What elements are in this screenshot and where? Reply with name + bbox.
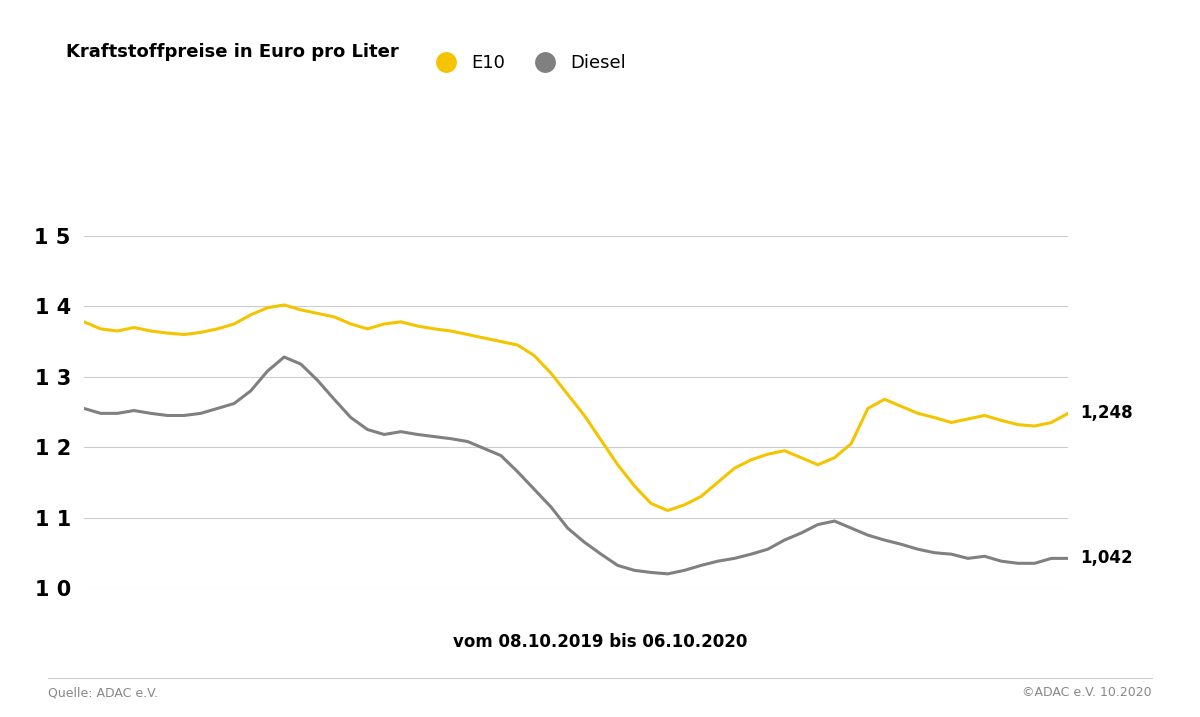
Text: 1,248: 1,248 (1080, 404, 1133, 422)
Legend: E10, Diesel: E10, Diesel (420, 47, 634, 80)
Text: 1,042: 1,042 (1080, 549, 1133, 567)
Text: Kraftstoffpreise in Euro pro Liter: Kraftstoffpreise in Euro pro Liter (66, 43, 398, 61)
Text: Quelle: ADAC e.V.: Quelle: ADAC e.V. (48, 686, 158, 699)
Text: vom 08.10.2019 bis 06.10.2020: vom 08.10.2019 bis 06.10.2020 (452, 632, 748, 651)
Text: ©ADAC e.V. 10.2020: ©ADAC e.V. 10.2020 (1022, 686, 1152, 699)
